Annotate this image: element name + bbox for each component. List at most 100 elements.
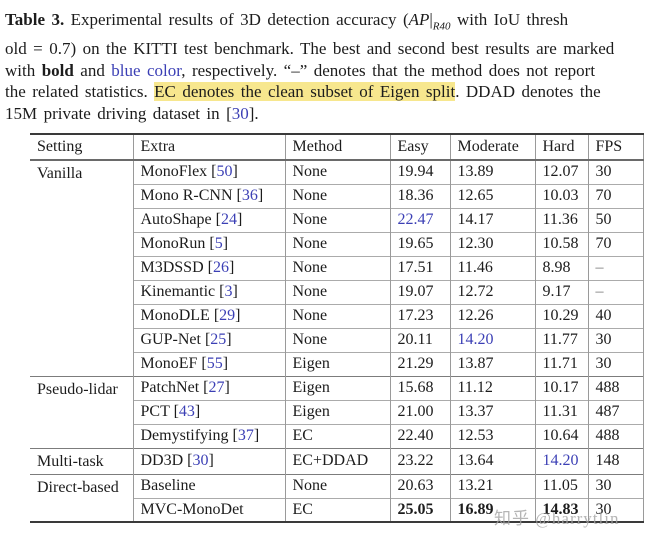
hard-cell: 11.77 xyxy=(534,327,588,352)
table-body: Vanilla MonoFlex [50] None 19.94 13.89 12.07 3… xyxy=(30,159,644,522)
citation-bracket: [ xyxy=(169,403,179,420)
citation-number: 5 xyxy=(214,235,223,252)
fps-cell: – xyxy=(587,255,644,280)
citation-bracket: [ xyxy=(228,427,238,444)
easy-cell: 20.11 xyxy=(389,327,450,352)
fps-cell: 488 xyxy=(587,423,644,448)
extra-data-cell: EC xyxy=(284,423,390,448)
citation-number: 43 xyxy=(178,403,195,420)
caption-line: old = 0.7) on the KITTI test benchmark. … xyxy=(5,38,652,60)
easy-cell: 18.36 xyxy=(389,183,450,208)
table-row: PCT [43] Eigen 21.00 13.37 11.31 487 xyxy=(30,399,644,424)
moderate-cell: 13.64 xyxy=(449,447,535,474)
extra-data-cell: None xyxy=(284,255,390,280)
citation-bracket: [ xyxy=(205,235,215,252)
fps-cell: 70 xyxy=(587,183,644,208)
table-row: Kinemantic [3] None 19.07 12.72 9.17– xyxy=(30,279,644,304)
hard-cell: 11.71 xyxy=(534,351,588,376)
fps-cell: 148 xyxy=(587,447,644,474)
table-row: Pseudo-lidar PatchNet [27] Eigen 15.68 11.12… xyxy=(30,375,644,448)
extra-data-cell: None xyxy=(284,303,390,328)
hard-cell: 10.03 xyxy=(534,183,588,208)
citation-bracket: [ xyxy=(232,187,242,204)
easy-cell: 21.29 xyxy=(389,351,450,376)
caption-line: 15M private driving dataset in [30]. xyxy=(5,103,652,125)
column-header-hard: Hard xyxy=(534,134,588,161)
method-name: MonoDLE xyxy=(140,307,210,324)
citation-bracket: ] xyxy=(224,379,230,396)
moderate-cell: 14.17 xyxy=(449,207,535,232)
easy-cell: 23.22 xyxy=(389,447,450,474)
citation-bracket: ] xyxy=(235,307,241,324)
moderate-cell: 12.26 xyxy=(449,303,535,328)
caption-text: old = 0.7) on the KITTI test benchmark. … xyxy=(5,38,615,58)
easy-cell: 19.65 xyxy=(389,231,450,256)
method-name: Demystifying xyxy=(140,427,229,444)
table-row: M3DSSD [26] None 17.51 11.46 8.98– xyxy=(30,255,644,280)
fps-cell: 30 xyxy=(587,159,644,184)
extra-data-cell: None xyxy=(284,231,390,256)
extra-data-cell: None xyxy=(284,473,390,498)
fps-cell: 50 xyxy=(587,207,644,232)
method-name: AutoShape xyxy=(140,211,212,228)
caption-highlight: EC denotes the clean subset of Eigen spl… xyxy=(154,82,456,102)
caption-line: with bold and blue color, respectively. … xyxy=(5,60,652,82)
table-caption: Table 3. Experimental results of 3D dete… xyxy=(5,9,652,124)
caption-text: | xyxy=(429,10,433,29)
citation-number: 29 xyxy=(219,307,236,324)
method-cell: GUP-Net [25] xyxy=(132,327,285,352)
fps-cell: 487 xyxy=(587,399,644,424)
easy-cell: 17.51 xyxy=(389,255,450,280)
easy-cell: 25.05 xyxy=(389,497,450,522)
method-name: PatchNet xyxy=(140,379,200,396)
caption-text: Table 3. xyxy=(5,10,65,29)
column-header-method: Method xyxy=(284,134,390,161)
fps-cell: 30 xyxy=(587,497,644,522)
citation-bracket: [ xyxy=(211,211,221,228)
table-row: Multi-task DD3D [30] EC+DDAD 23.22 13.64 14.2… xyxy=(30,447,644,474)
caption-text: AP xyxy=(408,10,430,29)
setting-cell: Multi-task xyxy=(30,447,133,474)
extra-data-cell: None xyxy=(284,207,390,232)
citation-number: 3 xyxy=(224,283,233,300)
caption-text: , respectively. “–” denotes that the met… xyxy=(181,60,596,80)
method-cell: Kinemantic [3] xyxy=(132,279,285,304)
citation-bracket: ] xyxy=(228,259,235,276)
citation-bracket: ] xyxy=(232,283,238,300)
citation-bracket: ] xyxy=(194,403,201,420)
easy-cell: 20.63 xyxy=(389,473,450,498)
moderate-cell: 14.20 xyxy=(449,327,535,352)
column-header-setting: Setting xyxy=(30,134,133,161)
table-header: Setting Extra Method Easy Moderate Hard … xyxy=(30,134,644,161)
hard-cell: 10.58 xyxy=(534,231,588,256)
column-header-moderate: Moderate xyxy=(449,134,535,161)
table-row: GUP-Net [25] None 20.11 14.20 11.77 30 xyxy=(30,327,644,352)
extra-data-cell: None xyxy=(284,279,390,304)
table-row: Mono R-CNN [36] None 18.36 12.65 10.03 70 xyxy=(30,183,644,208)
citation-number: 25 xyxy=(210,331,227,348)
moderate-cell: 12.30 xyxy=(449,231,535,256)
fps-cell: 488 xyxy=(587,375,644,400)
easy-cell: 21.00 xyxy=(389,399,450,424)
hard-cell: 10.64 xyxy=(534,423,588,448)
method-cell: MVC-MonoDet xyxy=(132,497,285,522)
table-row: MVC-MonoDet EC 25.05 16.89 14.83 30 xyxy=(30,497,644,522)
hard-cell: 8.98 xyxy=(534,255,588,280)
table-row: MonoDLE [29] None 17.23 12.26 10.29 40 xyxy=(30,303,644,328)
method-cell: MonoEF [55] xyxy=(132,351,285,376)
hard-cell: 11.36 xyxy=(534,207,588,232)
table-row: MonoEF [55] Eigen 21.29 13.87 11.71 30 xyxy=(30,351,644,376)
citation-number: 50 xyxy=(216,163,233,181)
hard-cell: 12.07 xyxy=(534,159,588,184)
fps-cell: 70 xyxy=(587,231,644,256)
method-cell: Demystifying [37] xyxy=(132,423,285,448)
method-name: GUP-Net xyxy=(140,331,201,348)
fps-cell: – xyxy=(587,279,644,304)
column-header-fps: FPS xyxy=(587,134,644,161)
fps-cell: 30 xyxy=(587,327,644,352)
easy-cell: 15.68 xyxy=(389,375,450,400)
citation-bracket: ] xyxy=(253,427,260,444)
moderate-cell: 11.46 xyxy=(449,255,535,280)
citation-number: 30 xyxy=(192,452,209,469)
